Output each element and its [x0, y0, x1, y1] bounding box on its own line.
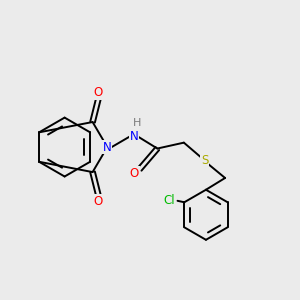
- Text: H: H: [133, 118, 142, 128]
- Text: N: N: [103, 141, 112, 154]
- Text: O: O: [130, 167, 139, 180]
- Text: N: N: [129, 130, 138, 143]
- Text: O: O: [94, 86, 103, 99]
- Text: S: S: [201, 154, 208, 167]
- Text: Cl: Cl: [163, 194, 175, 207]
- Text: O: O: [94, 195, 103, 208]
